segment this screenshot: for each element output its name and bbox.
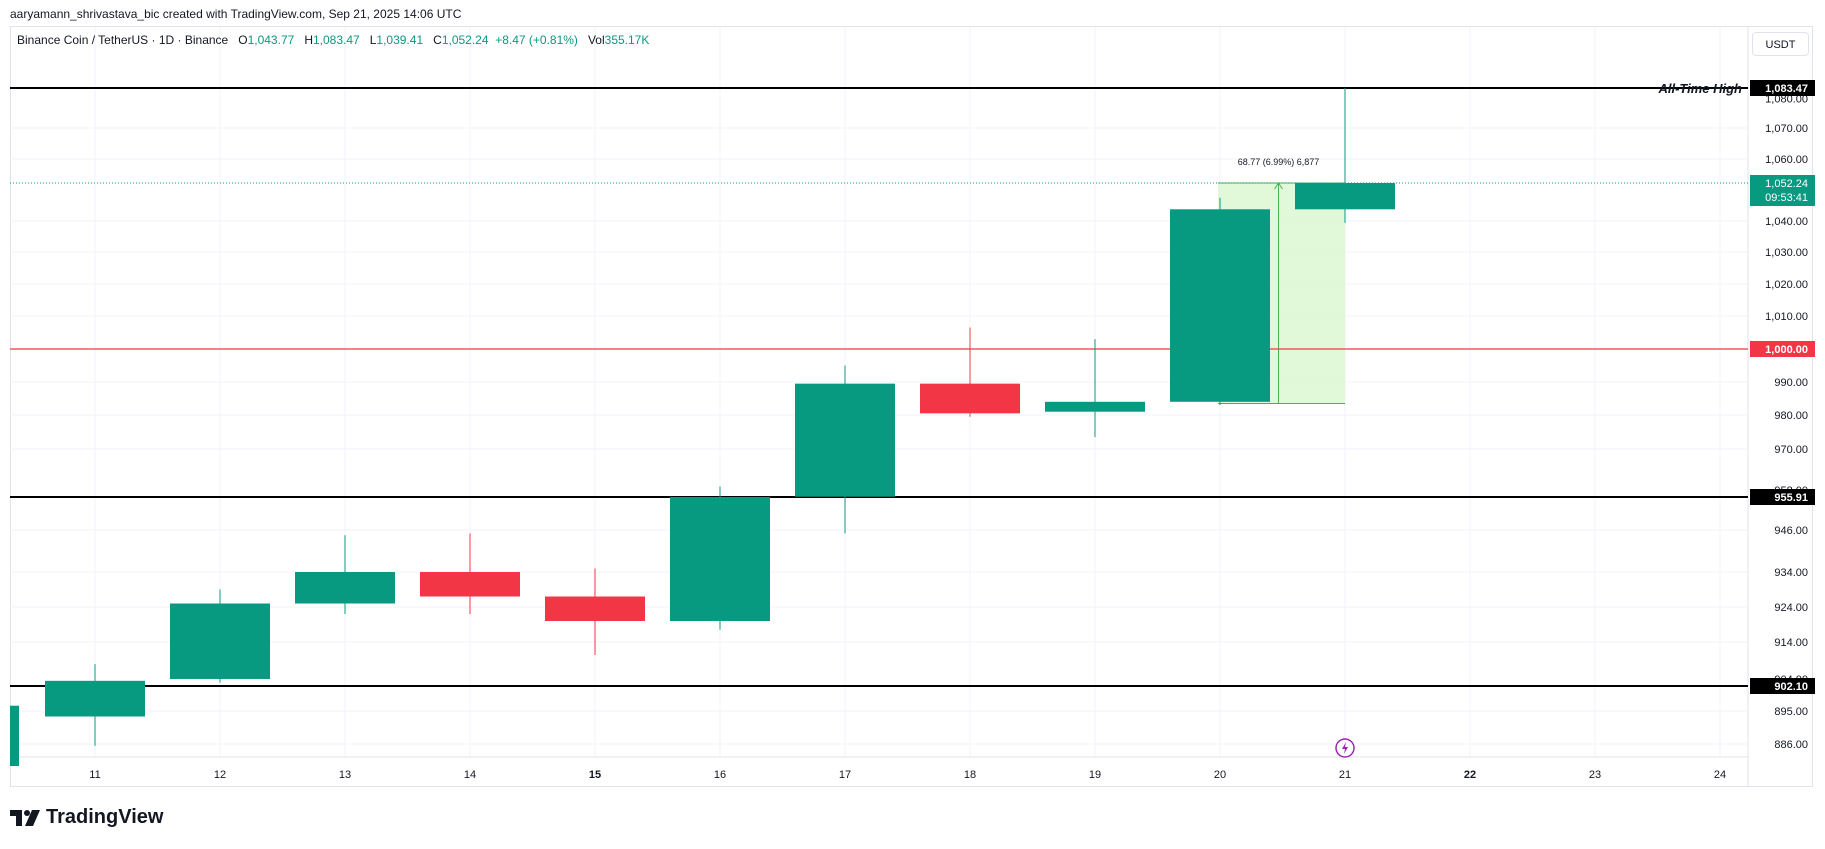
symbol-name[interactable]: Binance Coin / TetherUS · 1D · Binance bbox=[17, 33, 229, 47]
volume-label: Vol bbox=[587, 33, 605, 47]
level-price-tag-bg bbox=[1750, 678, 1815, 694]
price-tick-label: 1,040.00 bbox=[1765, 216, 1808, 228]
level-price-tag: 1,000.00 bbox=[1765, 344, 1808, 356]
lightning-icon bbox=[1342, 742, 1348, 754]
level-price-tag-bg bbox=[1750, 80, 1815, 96]
price-tick-label: 990.00 bbox=[1774, 377, 1808, 389]
price-tick-label: 1,020.00 bbox=[1765, 279, 1808, 291]
price-tick-label: 886.00 bbox=[1774, 739, 1808, 751]
candle-body bbox=[1295, 183, 1395, 210]
candle-day-17 bbox=[795, 365, 895, 534]
time-tick-label: 19 bbox=[1089, 769, 1101, 781]
level-price-tag: 1,083.47 bbox=[1765, 83, 1808, 95]
candle-body bbox=[670, 497, 770, 621]
candle-body bbox=[45, 680, 145, 717]
candle-body bbox=[920, 383, 1020, 414]
candlestick-chart[interactable]: 68.77 (6.99%) 6,877 All-Time High 1,070.00… bbox=[0, 0, 1825, 800]
price-tick-label: 1,030.00 bbox=[1765, 247, 1808, 259]
candle-day-14 bbox=[420, 533, 520, 614]
candle-body bbox=[795, 383, 895, 497]
price-tick-label: 1,080.00 bbox=[1765, 93, 1808, 105]
price-tick-label: 924.00 bbox=[1774, 602, 1808, 614]
level-price-tag-bg bbox=[1750, 489, 1815, 505]
candle-body bbox=[1045, 401, 1145, 412]
measure-arrow-head bbox=[1274, 182, 1283, 190]
candle-day-12 bbox=[170, 589, 270, 683]
time-tick-label: 11 bbox=[89, 769, 100, 781]
brand-name: TradingView bbox=[46, 806, 164, 828]
price-tick-label: 1,010.00 bbox=[1765, 311, 1808, 323]
candle-day-21 bbox=[1295, 88, 1395, 223]
candle-day-16 bbox=[670, 486, 770, 630]
high-label: H bbox=[304, 33, 313, 47]
candles bbox=[45, 88, 1395, 746]
candle-body bbox=[295, 572, 395, 604]
partial-candle-edge bbox=[10, 705, 19, 766]
high-value: 1,083.47 bbox=[312, 33, 360, 47]
time-tick-label: 12 bbox=[214, 769, 226, 781]
last-price-tag: 1,052.24 bbox=[1765, 178, 1808, 190]
ath-annotation: All-Time High bbox=[1657, 81, 1742, 96]
time-tick-label: 14 bbox=[464, 769, 476, 781]
price-tick-label: 970.00 bbox=[1774, 444, 1808, 456]
open-label: O bbox=[238, 33, 248, 47]
measure-label: 68.77 (6.99%) 6,877 bbox=[1238, 157, 1320, 167]
candle-day-19 bbox=[1045, 339, 1145, 438]
time-axis-labels: 11 12 13 14 15 16 17 18 19 20 21 22 23 24 bbox=[89, 769, 1726, 781]
low-label: L bbox=[369, 33, 377, 47]
price-tick-label: 946.00 bbox=[1774, 525, 1808, 537]
volume-value: 355.17K bbox=[604, 33, 650, 47]
chart-attribution: aaryamann_shrivastava_bic created with T… bbox=[10, 7, 462, 21]
time-tick-label: 17 bbox=[839, 769, 851, 781]
candle-body bbox=[170, 603, 270, 679]
time-tick-label: 16 bbox=[714, 769, 726, 781]
candle-day-18 bbox=[920, 327, 1020, 417]
close-value: 1,052.24 bbox=[441, 33, 489, 47]
time-tick-label: 21 bbox=[1339, 769, 1351, 781]
currency-selector[interactable]: USDT bbox=[1752, 32, 1809, 56]
price-tick-label: 934.00 bbox=[1774, 567, 1808, 579]
candle-day-15 bbox=[545, 568, 645, 655]
time-tick-label: 15 bbox=[589, 769, 601, 781]
last-price-tag-bg bbox=[1750, 175, 1815, 206]
price-tick-label: 1,070.00 bbox=[1765, 123, 1808, 135]
close-label: C bbox=[433, 33, 442, 47]
candle-day-11 bbox=[45, 664, 145, 746]
candle-body bbox=[420, 572, 520, 597]
time-tick-label: 18 bbox=[964, 769, 976, 781]
price-tick-label: 1,060.00 bbox=[1765, 154, 1808, 166]
price-tick-label: 895.00 bbox=[1774, 706, 1808, 718]
tradingview-brand[interactable]: TradingView bbox=[10, 806, 163, 829]
tradingview-logo-icon bbox=[10, 809, 40, 826]
level-price-tag: 902.10 bbox=[1774, 681, 1808, 693]
level-price-tag: 955.91 bbox=[1774, 492, 1808, 504]
candle-day-20 bbox=[1170, 197, 1270, 406]
time-tick-label: 23 bbox=[1589, 769, 1601, 781]
time-tick-label: 24 bbox=[1714, 769, 1726, 781]
low-value: 1,039.41 bbox=[376, 33, 424, 47]
time-tick-label: 22 bbox=[1464, 769, 1476, 781]
level-price-tag-bg bbox=[1750, 341, 1815, 357]
price-tick-label: 980.00 bbox=[1774, 410, 1808, 422]
candle-day-13 bbox=[295, 535, 395, 614]
change-value: +8.47 (+0.81%) bbox=[495, 33, 578, 47]
price-axis-labels: 1,070.00 1,060.00 1,040.00 1,030.00 1,020.00… bbox=[1765, 93, 1808, 751]
bar-countdown: 09:53:41 bbox=[1765, 192, 1808, 204]
open-value: 1,043.77 bbox=[247, 33, 295, 47]
candle-body bbox=[545, 596, 645, 621]
price-tick-label: 914.00 bbox=[1774, 637, 1808, 649]
time-tick-label: 13 bbox=[339, 769, 351, 781]
chart-pane[interactable] bbox=[10, 26, 1813, 787]
symbol-legend: Binance Coin / TetherUS · 1D · Binance O… bbox=[17, 33, 649, 47]
candle-body bbox=[1170, 209, 1270, 402]
time-tick-label: 20 bbox=[1214, 769, 1226, 781]
